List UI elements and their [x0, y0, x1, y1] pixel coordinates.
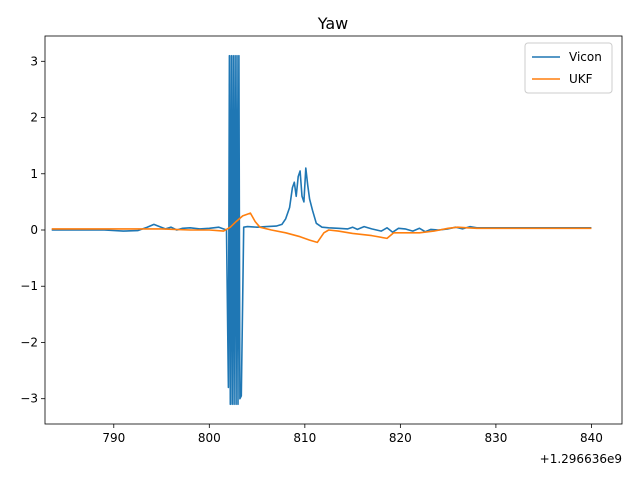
x-tick-label: 790	[102, 431, 125, 445]
legend-box	[524, 42, 613, 94]
y-tick-label: −2	[20, 335, 38, 349]
plot-frame	[44, 35, 623, 425]
series-line-ukf	[51, 212, 592, 244]
y-tick-label: 3	[30, 54, 38, 68]
x-offset-label: +1.296636e9	[540, 452, 622, 466]
x-tick-label: 830	[484, 431, 507, 445]
x-tick-label: 810	[293, 431, 316, 445]
x-tick-label: 800	[198, 431, 221, 445]
legend-label-ukf: UKF	[569, 72, 593, 86]
series-layer	[51, 54, 592, 406]
legend-label-vicon: Vicon	[569, 50, 602, 64]
y-tick-label: 2	[30, 111, 38, 125]
y-tick-label: −3	[20, 392, 38, 406]
series-line-vicon	[51, 54, 592, 406]
y-axis: −3 −2 −1 0 1 2 3	[20, 54, 45, 406]
x-tick-label: 840	[580, 431, 603, 445]
chart-title: Yaw	[317, 14, 348, 33]
y-tick-label: 0	[30, 223, 38, 237]
x-axis: 790 800 810 820 830 840	[102, 424, 603, 445]
x-tick-label: 820	[389, 431, 412, 445]
y-tick-label: 1	[30, 167, 38, 181]
y-tick-label: −1	[20, 279, 38, 293]
legend: Vicon UKF	[524, 42, 613, 94]
